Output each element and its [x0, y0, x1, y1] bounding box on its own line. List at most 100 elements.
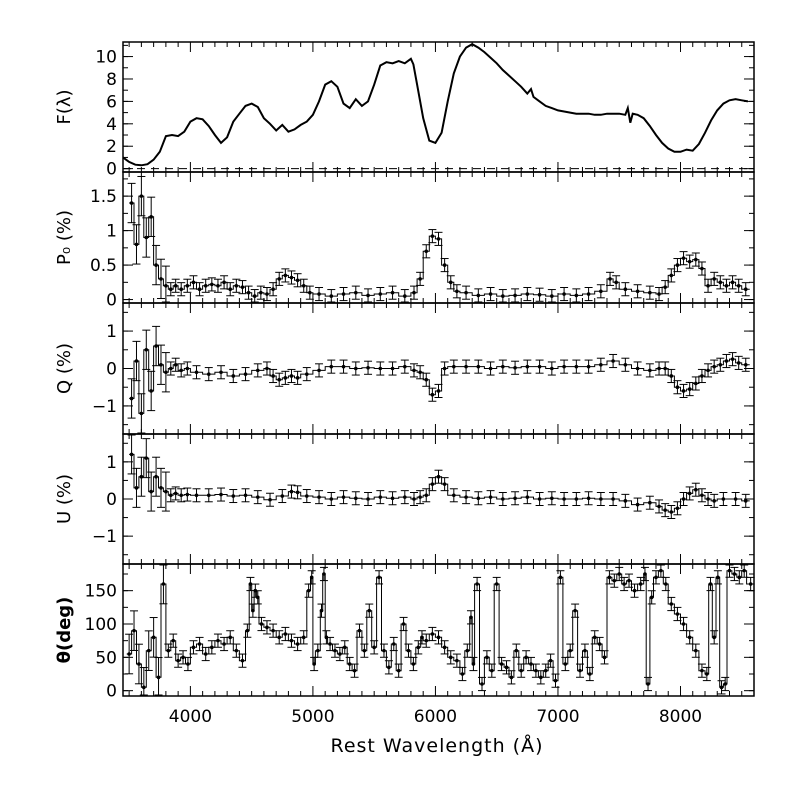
q-data-point	[736, 361, 741, 365]
theta-data-point	[732, 572, 737, 576]
polarization-data-point	[277, 277, 282, 281]
theta-data-point	[132, 628, 136, 633]
polarization-data-point	[706, 283, 710, 288]
polarization-data-point	[139, 194, 144, 198]
theta-data-point	[708, 582, 713, 586]
polarization-data-point	[663, 285, 667, 289]
polarization-data-point	[301, 283, 306, 288]
polarization-data-point	[185, 283, 190, 288]
theta-data-point	[406, 648, 411, 653]
polarization-data-point	[675, 263, 680, 267]
polarization-data-point	[718, 280, 723, 285]
theta-data-point	[161, 582, 166, 586]
theta-data-point	[251, 608, 255, 613]
polarization-data-point	[586, 292, 591, 296]
polarization-data-point	[129, 201, 134, 205]
q-data-point	[219, 370, 223, 375]
theta-data-point	[245, 628, 250, 633]
theta-data-point	[306, 588, 311, 593]
theta-data-point	[240, 658, 245, 663]
theta-data-point	[197, 642, 202, 646]
polarization-data-point	[442, 263, 447, 267]
panel-polarization: 0 0.5 1 1.5 P₀ (%)	[54, 171, 755, 311]
theta-data-point	[357, 628, 362, 633]
q-data-point	[194, 370, 199, 375]
theta-data-point	[748, 582, 753, 586]
theta-data-point	[687, 635, 692, 640]
polarization-data-point	[525, 292, 530, 296]
panel-theta: 0 50 100 150 θ(deg)	[54, 563, 755, 702]
theta-data-point	[578, 668, 582, 673]
theta-data-point	[401, 622, 406, 626]
q-data-point	[675, 385, 680, 390]
theta-data-point	[377, 575, 381, 580]
u-data-point	[154, 474, 158, 479]
u-y-tick-label: 1	[106, 453, 117, 473]
polarization-data-point	[562, 292, 566, 296]
q-data-point	[231, 374, 236, 378]
u-data-point	[599, 497, 603, 501]
q-data-point	[243, 372, 248, 376]
theta-data-point	[514, 648, 519, 653]
q-data-point	[476, 364, 481, 369]
q-data-point	[525, 364, 530, 369]
q-data-point	[283, 376, 288, 380]
u-data-point	[488, 495, 493, 499]
q-data-point	[271, 374, 275, 378]
x-tick-label: 8000	[659, 707, 702, 727]
theta-data-point	[228, 635, 233, 640]
polarization-data-point	[614, 280, 618, 285]
q-data-point	[173, 362, 178, 367]
u-data-point	[721, 497, 726, 501]
q-data-point	[304, 372, 309, 376]
q-data-point	[277, 377, 282, 382]
theta-data-point	[301, 635, 306, 640]
q-data-point	[706, 368, 710, 373]
q-data-point	[403, 364, 407, 369]
theta-data-point	[627, 578, 631, 583]
u-data-point	[243, 493, 248, 498]
theta-y-tick-label: 100	[85, 615, 117, 635]
theta-data-point	[558, 575, 563, 580]
theta-data-point	[489, 668, 494, 673]
theta-data-point	[420, 635, 424, 640]
q-y-axis-label: Q (%)	[54, 343, 75, 394]
polarization-data-point	[687, 259, 692, 264]
polarization-data-point	[712, 277, 716, 281]
theta-data-point	[460, 672, 465, 676]
q-y-tick-label: 1	[106, 322, 117, 342]
polarization-y-tick-label: 0.5	[90, 256, 117, 276]
u-data-point	[378, 495, 383, 499]
theta-data-point	[646, 682, 650, 686]
u-data-point	[424, 493, 429, 498]
theta-data-point	[396, 668, 401, 673]
theta-data-point	[716, 575, 720, 580]
polarization-data-point	[700, 266, 704, 271]
theta-data-point	[265, 625, 269, 630]
polarization-data-point	[240, 285, 245, 289]
u-data-point	[206, 493, 211, 498]
polarization-data-point	[730, 280, 735, 285]
u-data-point	[403, 495, 407, 499]
polarization-data-point	[669, 273, 674, 278]
theta-data-point	[494, 582, 499, 586]
q-data-point	[366, 365, 370, 370]
polarization-data-point	[455, 289, 459, 294]
u-data-point	[231, 494, 236, 498]
theta-data-point	[316, 648, 320, 653]
u-data-point	[743, 499, 748, 503]
theta-data-point	[248, 582, 253, 586]
q-data-point	[134, 359, 139, 363]
theta-data-point	[146, 648, 151, 653]
polarization-data-point	[259, 290, 263, 295]
theta-data-point	[372, 645, 376, 650]
theta-data-point	[643, 572, 647, 576]
u-data-point	[185, 492, 190, 497]
q-data-point	[442, 366, 447, 371]
u-data-point	[537, 497, 542, 501]
q-data-point	[648, 368, 652, 373]
u-data-point	[681, 497, 686, 501]
q-data-point	[390, 366, 395, 371]
